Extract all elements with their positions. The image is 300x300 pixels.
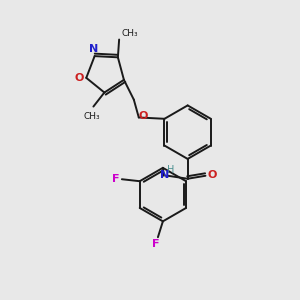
Text: O: O	[75, 73, 84, 83]
Text: F: F	[112, 174, 120, 184]
Text: CH₃: CH₃	[83, 112, 100, 121]
Text: O: O	[208, 170, 217, 180]
Text: O: O	[138, 111, 147, 121]
Text: N: N	[89, 44, 98, 54]
Text: H: H	[167, 165, 175, 175]
Text: F: F	[152, 239, 160, 249]
Text: N: N	[160, 170, 170, 180]
Text: CH₃: CH₃	[121, 28, 138, 38]
